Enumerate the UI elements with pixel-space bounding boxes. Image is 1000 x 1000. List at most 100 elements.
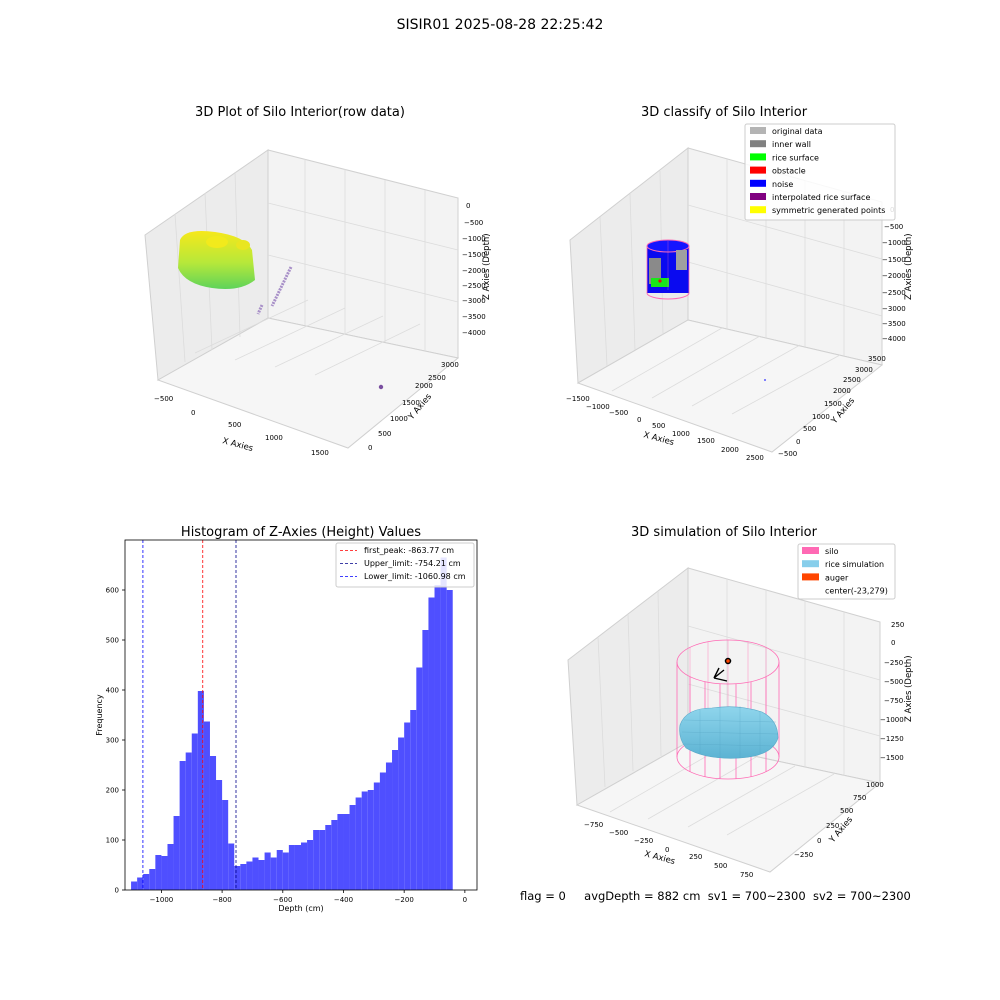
status-sv2: sv2 = 700~2300: [812, 889, 911, 903]
classify-legend: original data inner wall rice surface obsta…: [744, 123, 896, 221]
classify-legend-label: obstacle: [772, 167, 806, 176]
classify-silo-points: [646, 239, 690, 300]
histogram-bar: [246, 861, 253, 890]
simulation-z-tick: −750: [884, 697, 903, 705]
simulation-z-tick: 250: [891, 621, 904, 629]
simulation-rice-mesh: [681, 706, 779, 758]
raw-z-tick: −4000: [462, 329, 486, 337]
histogram-y-tick-label: 400: [106, 687, 119, 695]
classify-legend-swatch: [750, 127, 766, 134]
histogram-bar: [307, 840, 314, 890]
histogram-bar: [355, 797, 362, 890]
raw-y-tick: 500: [378, 430, 391, 438]
histogram-bar: [228, 843, 235, 890]
raw-y-tick: 1000: [390, 415, 408, 423]
simulation-z-tick: 0: [891, 639, 895, 647]
classify-x-tick: 2000: [721, 446, 739, 454]
simulation-y-tick: 1000: [866, 781, 884, 789]
classify-x-tick: 2500: [746, 454, 764, 462]
simulation-rice-surface: [679, 706, 779, 759]
histogram-bar: [191, 733, 198, 890]
histogram-x-ticks: −1000 −800 −600 −400 −200 0: [150, 890, 467, 904]
histogram-bar: [410, 710, 417, 890]
histogram-bar: [209, 756, 217, 890]
histogram-bar: [416, 667, 423, 890]
histogram-y-tick-label: 600: [106, 587, 119, 595]
raw-panel-title: 3D Plot of Silo Interior(row data): [195, 105, 405, 120]
classify-floor-pane: [576, 319, 884, 453]
classify-legend-label: rice surface: [772, 153, 819, 162]
histogram-frame: [124, 539, 478, 891]
classify-z-tick: −2500: [882, 289, 906, 297]
histogram-bar: [373, 782, 380, 890]
histogram-bar: [313, 830, 320, 890]
histogram-bar: [173, 816, 180, 890]
status-flag: flag = 0: [520, 889, 566, 903]
figure-title: SISIR01 2025-08-28 22:25:42: [396, 17, 604, 33]
histogram-bar: [343, 814, 350, 890]
classify-x-tick: −500: [609, 409, 628, 417]
classify-legend-label: symmetric generated points: [772, 206, 885, 215]
raw-grid: [174, 159, 459, 376]
status-line: flag = 0 avgDepth = 882 cm sv1 = 700~230…: [520, 889, 911, 903]
histogram-panel: Histogram of Z-Axies (Height) Values −10…: [95, 525, 478, 913]
histogram-bar: [301, 842, 308, 890]
raw-x-tick: 500: [228, 421, 241, 429]
histogram-bar: [337, 814, 344, 890]
histogram-y-tick-label: 100: [106, 837, 119, 845]
histogram-bar: [331, 820, 338, 890]
histogram-bar: [361, 791, 368, 890]
histogram-bar: [216, 780, 223, 890]
simulation-x-tick: −750: [584, 821, 603, 829]
histogram-x-tick-label: −800: [212, 896, 231, 904]
histogram-reference-lines: [142, 540, 237, 890]
histogram-bar: [149, 869, 156, 890]
raw-x-tick: 1000: [265, 434, 283, 442]
simulation-legend-swatch: [802, 547, 819, 554]
histogram-legend-label: first_peak: -863.77 cm: [364, 546, 454, 555]
histogram-x-tick-label: −1000: [150, 896, 174, 904]
classify-y-tick: 0: [796, 438, 800, 446]
classify-legend-swatch: [750, 179, 766, 187]
histogram-y-tick-label: 500: [106, 637, 119, 645]
classify-x-tick: −1500: [566, 395, 590, 403]
classify-y-tick: 1500: [824, 400, 842, 408]
raw-z-tick: −1000: [462, 235, 486, 243]
simulation-x-tick: 250: [689, 853, 702, 861]
histogram-bar: [143, 874, 150, 890]
raw-z-tick: −2500: [462, 282, 486, 290]
histogram-bar: [404, 722, 411, 890]
histogram-bar: [234, 866, 241, 890]
simulation-x-tick: 750: [740, 871, 753, 879]
classify-legend-label: interpolated rice surface: [772, 193, 870, 202]
simulation-y-tick: −250: [794, 851, 813, 859]
histogram-x-tick-label: −200: [395, 896, 414, 904]
classify-x-tick: −1000: [586, 403, 610, 411]
histogram-x-tick-label: −600: [273, 896, 292, 904]
classify-legend-label: original data: [772, 127, 823, 136]
simulation-z-tick: −1000: [880, 716, 904, 724]
simulation-z-tick: −1500: [880, 754, 904, 762]
simulation-legend-label: silo: [825, 547, 839, 556]
histogram-bar: [392, 750, 399, 890]
classify-3d-panel: 3D classify of Silo Interior: [566, 105, 914, 462]
histogram-bar: [379, 772, 386, 890]
classify-y-tick: 2000: [833, 387, 851, 395]
classify-y-tick: 1000: [812, 413, 830, 421]
simulation-z-tick: −1250: [880, 735, 904, 743]
histogram-bar: [222, 800, 229, 890]
histogram-bar: [446, 590, 453, 890]
classify-z-tick: −3000: [882, 305, 906, 313]
classify-noise-point: [764, 379, 766, 381]
classify-y-tick: −500: [778, 450, 797, 458]
histogram-bar: [264, 852, 271, 890]
simulation-x-tick: 500: [714, 862, 727, 870]
classify-y-tick: 500: [803, 425, 816, 433]
raw-stray-points-2: [256, 304, 264, 315]
raw-z-tick: −3500: [462, 313, 486, 321]
status-sv1: sv1 = 700~2300: [707, 889, 806, 903]
classify-z-label: Z Axies (Depth): [904, 233, 914, 300]
simulation-x-tick: 0: [665, 846, 669, 854]
classify-legend-label: inner wall: [772, 140, 811, 149]
histogram-bar: [385, 762, 393, 890]
